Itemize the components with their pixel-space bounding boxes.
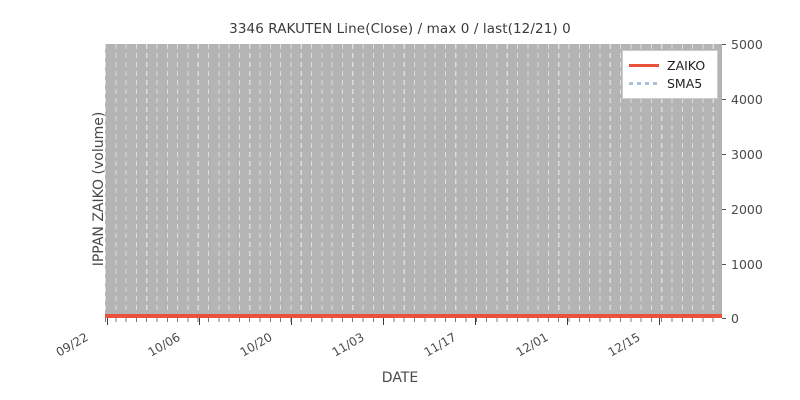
legend: ZAIKO SMA5 — [622, 50, 718, 99]
y-tick-5000: 5000 — [722, 36, 763, 52]
series-line-zaiko — [105, 314, 722, 318]
y-tick-mark-icon — [722, 43, 726, 45]
x-tick-mark-0922 — [107, 318, 108, 325]
x-tick-mark-1215 — [659, 318, 660, 325]
x-tick-label-0922: 09/22 — [53, 330, 91, 360]
x-axis-title: DATE — [381, 370, 419, 386]
plot-area — [105, 44, 722, 318]
y-tick-label: 3000 — [731, 146, 763, 162]
y-axis-title: IPPAN ZAIKO (volume) — [91, 111, 107, 267]
legend-swatch-zaiko-icon — [629, 60, 659, 70]
legend-item-sma5[interactable]: SMA5 — [629, 74, 711, 92]
y-tick-mark-icon — [722, 317, 726, 319]
x-tick-label-1020: 10/20 — [237, 330, 275, 360]
legend-item-zaiko[interactable]: ZAIKO — [629, 56, 711, 74]
x-tick-mark-1117 — [475, 318, 476, 325]
y-tick-label: 2000 — [731, 201, 763, 217]
y-tick-1000: 1000 — [722, 256, 763, 272]
x-tick-mark-1201 — [567, 318, 568, 325]
legend-label-zaiko: ZAIKO — [667, 57, 706, 73]
x-axis-minor-ticks — [105, 318, 722, 322]
y-tick-mark-icon — [722, 98, 726, 100]
x-tick-label-1215: 12/15 — [605, 330, 643, 360]
grid-lines — [105, 44, 722, 318]
y-tick-mark-icon — [722, 153, 726, 155]
chart-title: 3346 RAKUTEN Line(Close) / max 0 / last(… — [229, 21, 571, 37]
x-tick-label-1103: 11/03 — [329, 330, 367, 360]
y-tick-label: 5000 — [731, 36, 763, 52]
x-tick-mark-1020 — [291, 318, 292, 325]
legend-label-sma5: SMA5 — [667, 75, 703, 91]
y-tick-mark-icon — [722, 263, 726, 265]
y-tick-label: 4000 — [731, 91, 763, 107]
x-tick-mark-1103 — [383, 318, 384, 325]
y-tick-0: 0 — [722, 310, 739, 326]
y-tick-3000: 3000 — [722, 146, 763, 162]
x-tick-label-1006: 10/06 — [145, 330, 183, 360]
x-tick-mark-1006 — [199, 318, 200, 325]
legend-swatch-sma5-icon — [629, 78, 659, 88]
y-tick-label: 1000 — [731, 256, 763, 272]
x-tick-label-1201: 12/01 — [513, 330, 551, 360]
y-tick-4000: 4000 — [722, 91, 763, 107]
y-tick-2000: 2000 — [722, 201, 763, 217]
x-tick-label-1117: 11/17 — [421, 330, 459, 360]
y-tick-label: 0 — [731, 310, 739, 326]
y-tick-mark-icon — [722, 208, 726, 210]
